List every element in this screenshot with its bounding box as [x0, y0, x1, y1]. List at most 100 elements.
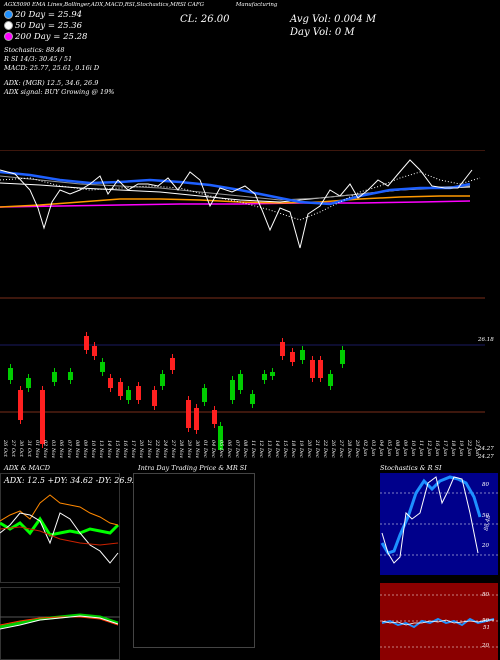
date-label: 23 Jan — [474, 440, 480, 457]
date-label: 20 Dec — [306, 440, 312, 458]
ticker-symbol: CAFG — [187, 2, 205, 8]
price-tick-low2: 24.27 — [478, 454, 494, 460]
adx-red-line — [0, 526, 119, 546]
day-volume: Day Vol: 0 M — [290, 27, 355, 38]
date-label: 07 Nov — [66, 440, 72, 459]
date-label: 05 Jan — [386, 440, 392, 457]
date-label: 28 Nov — [178, 440, 184, 459]
dotted-line — [0, 171, 481, 221]
date-label: 22 Dec — [322, 440, 328, 458]
date-label: 08 Nov — [74, 440, 80, 459]
adx-panel — [0, 473, 120, 583]
rsi-value: R SI 14/3: 30.45 / 51 — [4, 55, 73, 63]
date-label: 24 Nov — [162, 440, 168, 459]
main-price-chart — [0, 150, 485, 450]
date-label: 20 Nov — [138, 440, 144, 459]
stoch-tick-20: 20 — [482, 543, 489, 549]
date-label: 06 Dec — [226, 440, 232, 458]
sector-label: Manufacturing — [235, 2, 278, 8]
stoch-tick-50: 50 — [482, 513, 489, 519]
legend-label: 50 Day = 25.36 — [15, 21, 83, 31]
date-label: 14 Dec — [274, 440, 280, 458]
date-label: 06 Nov — [58, 440, 64, 459]
macd-value: MACD: 25.77, 25.61, 0.16i D — [4, 64, 100, 72]
ema-title: EMA Lines,Bollinger,ADX,MACD,RSI,Stochas… — [32, 2, 186, 8]
macd-panel — [0, 587, 120, 660]
legend-label: 20 Day = 25.94 — [15, 10, 83, 20]
date-label: 19 Jan — [458, 440, 464, 457]
adx-signal: ADX signal: BUY Growing @ 19% — [4, 88, 115, 96]
price-tick-low1: 24.27 — [478, 446, 494, 452]
stoch-rsi-title: Stochastics & R SI — [380, 464, 442, 472]
rsi-white-line — [381, 619, 494, 626]
adx-value: ADX: (MGR) 12.5, 34.6, 26.9 — [4, 79, 99, 87]
date-label: 03 Nov — [50, 440, 56, 459]
date-label: 13 Nov — [98, 440, 104, 459]
date-label: 11 Dec — [250, 440, 256, 458]
date-label: 01 Dec — [202, 440, 208, 458]
date-label: 16 Jan — [434, 440, 440, 457]
macd-red-line — [0, 616, 119, 626]
candles — [8, 332, 345, 450]
date-label: 31 Oct — [26, 440, 32, 457]
date-label: 30 Nov — [194, 440, 200, 459]
date-label: 21 Dec — [314, 440, 320, 458]
price-tick-top: 26.18 — [478, 337, 494, 343]
date-label: 16 Nov — [122, 440, 128, 459]
ema-legend: 20 Day = 25.94 50 Day = 25.36 200 Day = … — [4, 10, 87, 43]
date-label: 08 Dec — [242, 440, 248, 458]
date-label: 18 Dec — [290, 440, 296, 458]
date-label: 27 Dec — [338, 440, 344, 458]
intraday-panel — [133, 473, 255, 648]
ticker-prefix: AGX5090 — [4, 2, 31, 8]
date-label: 10 Nov — [90, 440, 96, 459]
date-label: 13 Dec — [266, 440, 272, 458]
date-label: 02 Jan — [362, 440, 368, 457]
ema-20-line — [0, 170, 471, 206]
legend-swatch-icon — [4, 10, 13, 19]
adx-macd-title: ADX & MACD — [4, 464, 50, 472]
date-label: 15 Dec — [282, 440, 288, 458]
rsi-value: 51 — [483, 625, 490, 631]
date-label: 18 Jan — [450, 440, 456, 457]
chart-header: AGX5090 EMA Lines,Bollinger,ADX,MACD,RSI… — [4, 2, 277, 8]
date-label: 03 Jan — [370, 440, 376, 457]
stochastics-value: Stochastics: 88.48 — [4, 46, 65, 54]
date-label: 14 Nov — [106, 440, 112, 459]
adx-green-line — [0, 516, 120, 537]
date-label: 11 Jan — [418, 440, 424, 457]
date-label: 12 Jan — [426, 440, 432, 457]
date-label: 15 Nov — [114, 440, 120, 459]
date-label: 17 Nov — [130, 440, 136, 459]
date-label: 27 Nov — [170, 440, 176, 459]
date-label: 10 Jan — [410, 440, 416, 457]
ema-200-line — [0, 200, 471, 208]
date-label: 30 Oct — [18, 440, 24, 457]
date-label: 29 Nov — [186, 440, 192, 459]
date-label: 08 Jan — [394, 440, 400, 457]
date-label: 01 Nov — [34, 440, 40, 459]
date-label: 22 Jan — [466, 440, 472, 457]
date-label: 21 Nov — [146, 440, 152, 459]
date-label: 26 Dec — [330, 440, 336, 458]
date-label: 17 Jan — [442, 440, 448, 457]
adx-orange-line — [0, 494, 119, 526]
avg-volume: Avg Vol: 0.004 M — [290, 14, 377, 25]
rsi-tick-20: 20 — [482, 643, 489, 649]
date-label: 02 Nov — [42, 440, 48, 459]
date-label: 07 Dec — [234, 440, 240, 458]
date-label: 19 Dec — [298, 440, 304, 458]
date-label: 09 Nov — [82, 440, 88, 459]
adx-values: ADX: 12.5 +DY: 34.62 -DY: 26.92 — [4, 476, 138, 485]
rsi-tick-50: 50 — [482, 618, 489, 624]
legend-label: 200 Day = 25.28 — [15, 32, 88, 42]
rsi-panel — [380, 583, 498, 660]
ema-50-line — [0, 182, 471, 203]
date-label: 04 Jan — [378, 440, 384, 457]
legend-item-20day: 20 Day = 25.94 — [4, 10, 87, 21]
stoch-white-line — [381, 476, 479, 564]
date-label: 12 Dec — [258, 440, 264, 458]
legend-item-50day: 50 Day = 25.36 — [4, 21, 87, 32]
price-line — [0, 159, 473, 249]
date-label: 09 Jan — [402, 440, 408, 457]
